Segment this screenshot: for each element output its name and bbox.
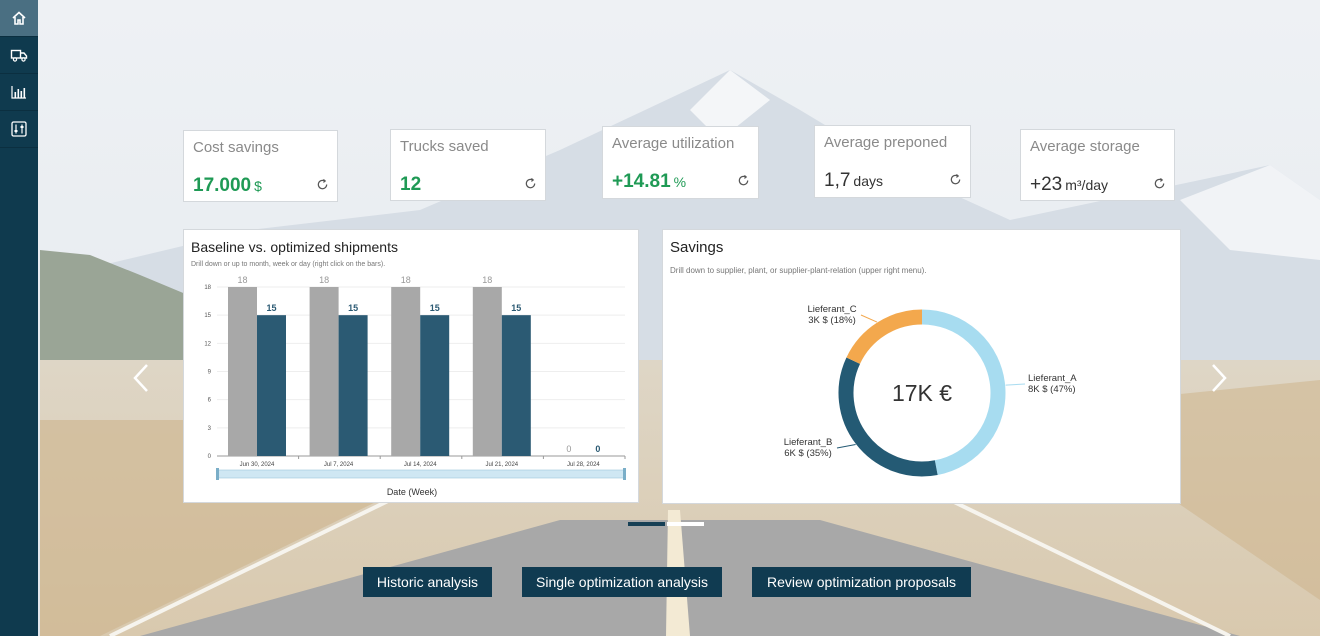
kpi-average-utilization: Average utilization +14.81% xyxy=(602,126,759,199)
kpi-trucks-saved: Trucks saved 12 xyxy=(390,129,546,201)
x-axis-title: Date (Week) xyxy=(387,487,437,497)
slice-connector xyxy=(836,443,856,449)
y-tick-label: 9 xyxy=(208,370,212,376)
y-tick-label: 15 xyxy=(204,313,211,319)
savings-chart-panel: Savings Drill down to supplier, plant, o… xyxy=(662,229,1181,504)
slice-value-label: 3K $ (18%) xyxy=(808,315,856,326)
x-tick-label: Jun 30, 2024 xyxy=(240,462,275,468)
bar-data-label: 18 xyxy=(237,275,247,285)
x-tick-label: Jul 28, 2024 xyxy=(567,462,600,468)
bar[interactable] xyxy=(257,315,286,456)
zoom-handle-left[interactable] xyxy=(216,468,219,480)
bar-data-label: 0 xyxy=(566,444,571,454)
x-tick-label: Jul 7, 2024 xyxy=(324,462,354,468)
single-optimization-analysis-button[interactable]: Single optimization analysis xyxy=(522,567,722,597)
zoom-handle-right[interactable] xyxy=(623,468,626,480)
bar[interactable] xyxy=(472,287,502,456)
donut-slice[interactable] xyxy=(921,309,1006,476)
bar-data-label: 18 xyxy=(319,275,329,285)
kpi-title: Average storage xyxy=(1030,138,1140,155)
carousel-indicator-2[interactable] xyxy=(667,522,704,526)
sliders-icon xyxy=(11,121,27,137)
kpi-cost-savings: Cost savings 17.000 $ xyxy=(183,130,338,202)
historic-analysis-button[interactable]: Historic analysis xyxy=(363,567,492,597)
bar[interactable] xyxy=(391,287,421,456)
slice-connector xyxy=(860,314,878,323)
kpi-title: Average utilization xyxy=(612,135,735,152)
refresh-icon[interactable] xyxy=(949,173,962,186)
sidebar-item-home[interactable] xyxy=(0,0,38,37)
y-tick-label: 18 xyxy=(204,285,211,291)
y-tick-label: 12 xyxy=(204,341,211,347)
sidebar xyxy=(0,0,38,636)
refresh-icon[interactable] xyxy=(1153,177,1166,190)
home-icon xyxy=(12,11,26,25)
savings-donut-chart: 17K € Lieferant_A8K $ (47%) Lieferant_B6K … xyxy=(784,304,1077,477)
carousel-indicator-1[interactable] xyxy=(628,522,665,526)
bar-data-label: 18 xyxy=(401,275,411,285)
donut-slice[interactable] xyxy=(838,357,938,477)
bar[interactable] xyxy=(420,315,450,456)
review-optimization-proposals-button[interactable]: Review optimization proposals xyxy=(752,567,971,597)
donut-center-label: 17K € xyxy=(892,380,952,406)
x-tick-label: Jul 21, 2024 xyxy=(485,462,518,468)
slice-connector xyxy=(1005,383,1026,386)
carousel-next-arrow[interactable] xyxy=(1208,362,1230,394)
kpi-average-preponed: Average preponed 1,7 days xyxy=(814,125,971,198)
panel-title: Savings xyxy=(670,239,724,256)
bar[interactable] xyxy=(501,315,531,456)
kpi-title: Cost savings xyxy=(193,139,279,156)
bar-data-label: 0 xyxy=(595,444,600,454)
slice-name-label: Lieferant_A xyxy=(1028,373,1077,384)
kpi-title: Trucks saved xyxy=(400,138,489,155)
bar-data-label: 15 xyxy=(348,303,358,313)
bar-data-label: 15 xyxy=(266,303,276,313)
truck-icon xyxy=(10,49,28,62)
slice-value-label: 8K $ (47%) xyxy=(1028,384,1076,395)
kpi-value: +23 m³/day xyxy=(1030,174,1109,195)
slice-name-label: Lieferant_B xyxy=(784,437,833,448)
bar[interactable] xyxy=(309,287,339,456)
kpi-value: +14.81% xyxy=(612,171,687,192)
kpi-value: 1,7 days xyxy=(824,170,883,191)
kpi-value: 12 xyxy=(400,174,422,195)
bar-chart-icon xyxy=(11,86,26,99)
carousel-indicators xyxy=(628,522,704,526)
sidebar-item-analytics[interactable] xyxy=(0,74,38,111)
refresh-icon[interactable] xyxy=(737,174,750,187)
kpi-value: 17.000 $ xyxy=(193,175,262,196)
bar[interactable] xyxy=(228,287,257,456)
panel-subtitle: Drill down or up to month, week or day (… xyxy=(191,261,386,268)
kpi-title: Average preponed xyxy=(824,134,948,151)
shipments-bar-chart: 0 3 6 9 12 15 18 18 15 Jun 30, 2024 18 15 Jul 7, 202… xyxy=(204,275,626,497)
sidebar-item-shipments[interactable] xyxy=(0,37,38,74)
refresh-icon[interactable] xyxy=(524,177,537,190)
bar-data-label: 18 xyxy=(482,275,492,285)
y-tick-label: 6 xyxy=(208,398,212,404)
shipments-chart-panel: Baseline vs. optimized shipments Drill d… xyxy=(183,229,639,503)
panel-subtitle: Drill down to supplier, plant, or suppli… xyxy=(670,266,927,275)
bar[interactable] xyxy=(338,315,368,456)
y-tick-label: 0 xyxy=(208,454,212,460)
zoom-scrollbar[interactable] xyxy=(216,469,626,479)
carousel-prev-arrow[interactable] xyxy=(130,362,152,394)
donut-slice[interactable] xyxy=(846,309,923,365)
bar-data-label: 15 xyxy=(511,303,521,313)
kpi-average-storage: Average storage +23 m³/day xyxy=(1020,129,1175,201)
x-tick-label: Jul 14, 2024 xyxy=(404,462,437,468)
bar-data-label: 15 xyxy=(430,303,440,313)
slice-value-label: 6K $ (35%) xyxy=(784,448,832,459)
y-tick-label: 3 xyxy=(208,426,212,432)
sidebar-item-settings[interactable] xyxy=(0,111,38,148)
panel-title: Baseline vs. optimized shipments xyxy=(191,239,398,255)
refresh-icon[interactable] xyxy=(316,178,329,191)
slice-name-label: Lieferant_C xyxy=(807,304,856,315)
